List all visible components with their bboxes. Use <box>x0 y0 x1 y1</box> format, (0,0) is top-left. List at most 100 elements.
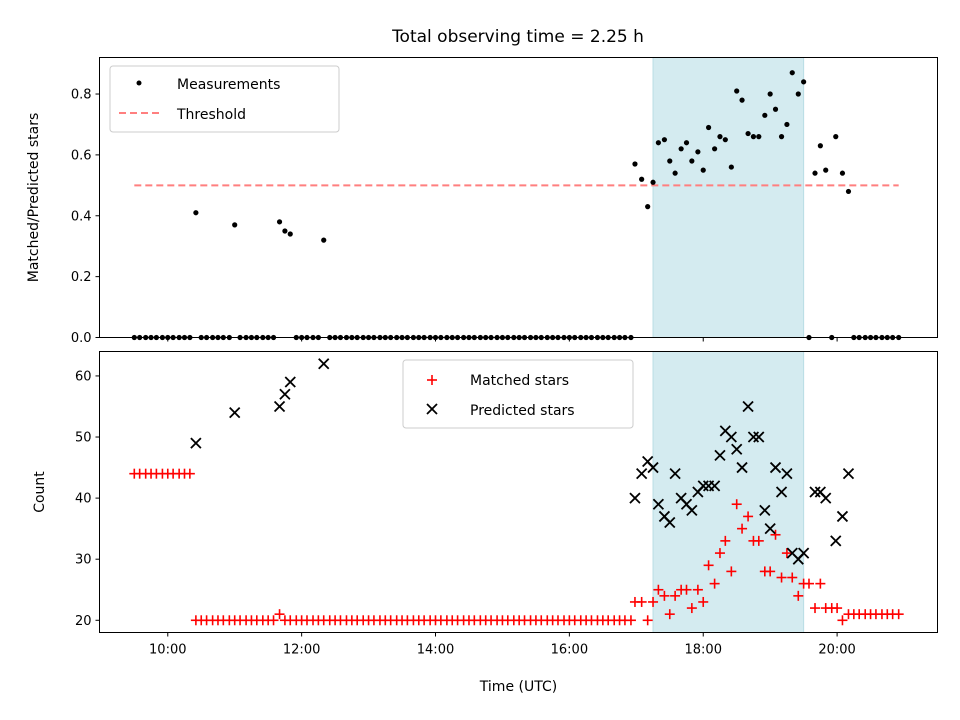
predicted-star-point <box>731 443 743 455</box>
predicted-star-point <box>273 400 286 413</box>
predicted-stars-series <box>190 358 855 565</box>
measurement-point <box>722 137 728 143</box>
predicted-star-point <box>725 431 737 443</box>
predicted-star-point <box>708 480 721 492</box>
predicted-star-point <box>669 468 681 480</box>
measurement-point <box>655 140 661 146</box>
measurement-point <box>823 167 829 173</box>
top-shaded-interval <box>652 57 805 338</box>
predicted-star-point <box>664 516 676 529</box>
predicted-star-point <box>764 523 776 535</box>
predicted-star-point <box>636 468 648 480</box>
bottom-panel: 20 30 40 50 60 10:00 12:00 14:00 16:00 18:00 20:0… <box>32 351 938 695</box>
measurement-point <box>795 91 801 97</box>
x-tick-label: 18:00 <box>685 643 722 658</box>
matched-stars-legend-marker <box>427 375 437 385</box>
measurement-point <box>734 88 740 94</box>
measurement-point <box>778 134 785 140</box>
y-tick-label: 0.4 <box>71 209 92 224</box>
measurement-point <box>639 176 645 182</box>
matched-star-point <box>731 499 742 510</box>
measurement-point <box>845 188 852 195</box>
matched-star-point <box>893 609 904 620</box>
predicted-star-point <box>284 376 296 388</box>
top-x-axis-ticks <box>167 337 838 342</box>
matched-star-point <box>776 572 787 583</box>
predicted-star-point <box>842 468 855 480</box>
y-tick-label: 0.8 <box>71 88 92 103</box>
measurement-point <box>661 137 668 143</box>
bottom-shaded-interval <box>652 351 805 633</box>
measurement-point <box>683 140 690 146</box>
measurement-point <box>817 143 823 149</box>
matched-star-point <box>810 603 821 614</box>
shaded-band <box>652 351 805 633</box>
matched-star-point <box>753 535 764 546</box>
measurement-point <box>282 228 288 234</box>
predicted-star-point <box>747 431 760 443</box>
predicted-star-point <box>190 437 202 449</box>
predicted-legend-glyph <box>426 403 438 415</box>
predicted-star-point <box>629 492 641 504</box>
measurement-point <box>789 70 795 76</box>
predicted-star-point <box>769 461 782 474</box>
matched-star-point <box>737 523 748 534</box>
measurement-point <box>839 170 846 176</box>
measurement-point <box>193 210 199 216</box>
predicted-stars-legend-marker <box>426 403 438 415</box>
predicted-star-point <box>697 480 709 492</box>
bottom-legend-box <box>402 359 634 429</box>
measurement-point <box>689 158 695 164</box>
matched-star-point <box>686 603 697 614</box>
shaded-band <box>652 57 805 338</box>
matched-star-point <box>837 615 848 626</box>
matched-star-point <box>625 615 636 626</box>
predicted-star-point <box>820 492 832 504</box>
measurement-point <box>695 149 701 155</box>
top-legend: Measurements Threshold <box>109 65 340 133</box>
x-tick-label: 12:00 <box>283 643 320 658</box>
predicted-star-point <box>797 547 810 559</box>
measurement-point <box>762 112 768 118</box>
matched-star-point <box>184 468 195 479</box>
x-tick-label: 20:00 <box>818 643 855 658</box>
y-tick-label: 0.0 <box>71 331 92 346</box>
y-tick-label: 60 <box>75 369 92 384</box>
y-tick-label: 20 <box>75 614 92 629</box>
measurement-point <box>756 134 762 140</box>
top-plot-frame <box>99 57 938 338</box>
top-legend-box <box>109 65 340 133</box>
predicted-star-point <box>318 358 330 370</box>
threshold-legend-label: Threshold <box>176 107 246 123</box>
predicted-star-point <box>809 486 821 498</box>
matched-star-point <box>803 578 814 589</box>
x-tick-label: 16:00 <box>551 643 588 658</box>
measurement-point <box>717 134 723 140</box>
predicted-star-point <box>736 461 748 474</box>
matched-star-point <box>664 609 675 620</box>
measurement-point <box>645 204 651 210</box>
matched-star-point <box>642 615 653 626</box>
x-tick-label: 14:00 <box>417 643 454 658</box>
matched-stars-series <box>129 468 904 626</box>
measurements-legend-marker <box>136 80 142 86</box>
predicted-star-point <box>775 486 788 498</box>
predicted-star-point <box>279 388 291 400</box>
measurement-point <box>833 134 839 140</box>
measurement-point <box>232 222 238 228</box>
measurement-point <box>705 124 712 131</box>
measurement-point <box>728 164 734 170</box>
predicted-star-point <box>714 449 726 461</box>
matched-star-point <box>709 578 720 589</box>
top-y-axis-label: Matched/Predicted stars <box>26 113 42 283</box>
y-tick-label: 0.6 <box>71 148 92 163</box>
predicted-star-point <box>647 461 659 474</box>
x-tick-label: 10:00 <box>149 643 186 658</box>
matched-star-point <box>714 548 725 559</box>
matched-star-point <box>832 603 843 614</box>
predicted-star-point <box>759 504 771 516</box>
y-tick-label: 50 <box>75 431 92 446</box>
matched-star-point <box>670 590 681 601</box>
y-tick-label: 40 <box>75 492 92 507</box>
matched-legend-glyph <box>427 375 437 385</box>
